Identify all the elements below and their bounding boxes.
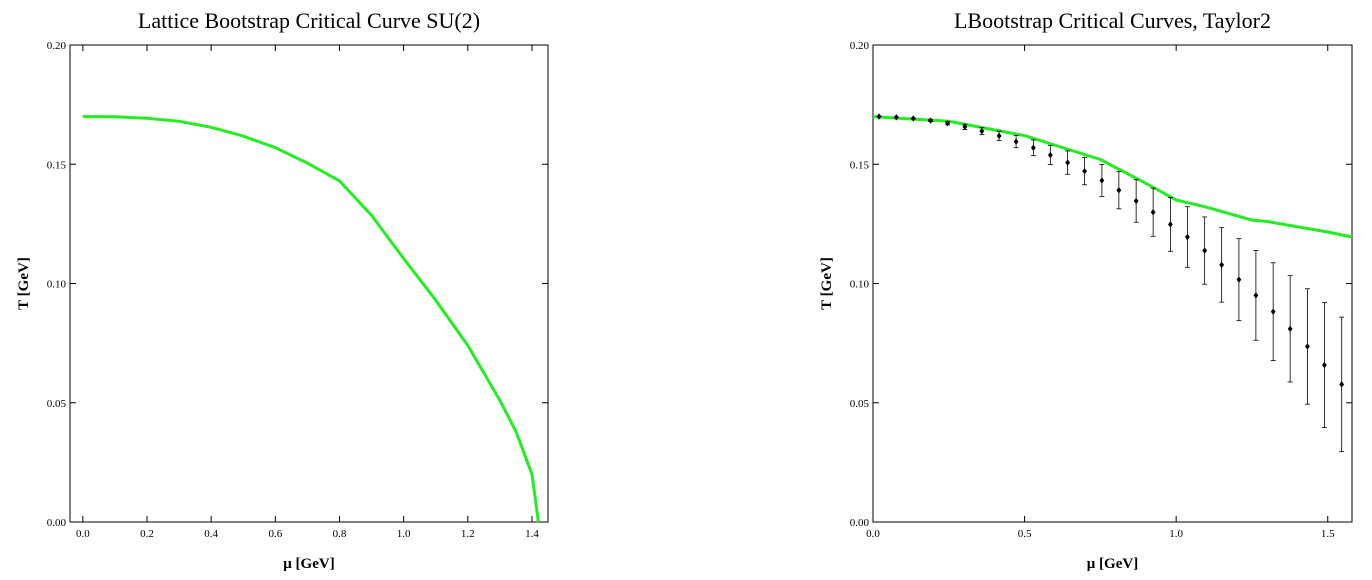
- data-point: [1013, 138, 1019, 145]
- data-point: [1236, 276, 1242, 283]
- y-axis-label: T [GeV]: [16, 257, 32, 310]
- data-point: [979, 127, 985, 135]
- y-tick-label: 0.20: [47, 40, 67, 52]
- x-tick-label: 0.5: [1018, 528, 1032, 540]
- data-point: [1305, 343, 1310, 350]
- x-tick-label: 0.4: [204, 528, 218, 540]
- data-point: [910, 115, 916, 122]
- curve: [872, 115, 1353, 239]
- x-tick-label: 0.6: [268, 528, 282, 540]
- chart-title: Lattice Bootstrap Critical Curve SU(2): [138, 8, 480, 33]
- curve: [82, 115, 540, 523]
- data-point: [928, 117, 934, 124]
- y-tick-label: 0.15: [850, 159, 870, 171]
- y-tick-label: 0.15: [47, 159, 67, 171]
- data-point: [1133, 197, 1139, 205]
- x-tick-label: 0.0: [866, 528, 880, 540]
- data-point: [893, 114, 899, 121]
- data-point: [1253, 292, 1259, 299]
- data-point: [1116, 187, 1122, 194]
- y-tick-label: 0.00: [47, 517, 67, 529]
- data-point: [962, 123, 968, 131]
- x-tick-label: 1.0: [1169, 528, 1183, 540]
- y-axis-label: T [GeV]: [819, 257, 835, 310]
- data-point: [1219, 261, 1225, 269]
- data-point: [996, 132, 1002, 140]
- x-axis-label: μ [GeV]: [283, 556, 334, 572]
- data-point: [1287, 325, 1293, 333]
- data-point: [876, 113, 882, 120]
- y-tick-label: 0.00: [850, 517, 870, 529]
- x-tick-label: 1.5: [1321, 528, 1335, 540]
- data-point: [945, 120, 950, 127]
- plot-frame: [872, 44, 1353, 523]
- x-tick-label: 0.2: [140, 528, 154, 540]
- data-point: [1030, 144, 1036, 151]
- x-axis-label: μ [GeV]: [1087, 556, 1138, 572]
- y-tick-label: 0.10: [850, 279, 870, 291]
- x-tick-label: 0.0: [76, 528, 90, 540]
- data-point: [1270, 308, 1276, 315]
- chart-title: LBootstrap Critical Curves, Taylor2: [954, 8, 1271, 33]
- data-point: [1150, 208, 1156, 216]
- data-point: [1082, 167, 1088, 175]
- data-point: [1339, 381, 1345, 388]
- y-tick-label: 0.05: [47, 398, 67, 410]
- data-point: [1168, 221, 1173, 228]
- x-tick-label: 1.2: [461, 528, 475, 540]
- y-tick-label: 0.20: [850, 40, 870, 52]
- x-tick-label: 1.0: [397, 528, 411, 540]
- data-point: [1065, 159, 1071, 166]
- x-tick-label: 0.8: [333, 528, 347, 540]
- data-point: [1322, 361, 1327, 369]
- x-tick-label: 1.4: [525, 528, 539, 540]
- data-point: [1099, 177, 1105, 184]
- data-point: [1047, 151, 1053, 159]
- data-point: [1202, 247, 1208, 254]
- data-point: [1184, 233, 1190, 241]
- y-tick-label: 0.10: [47, 279, 67, 291]
- y-tick-label: 0.05: [850, 398, 870, 410]
